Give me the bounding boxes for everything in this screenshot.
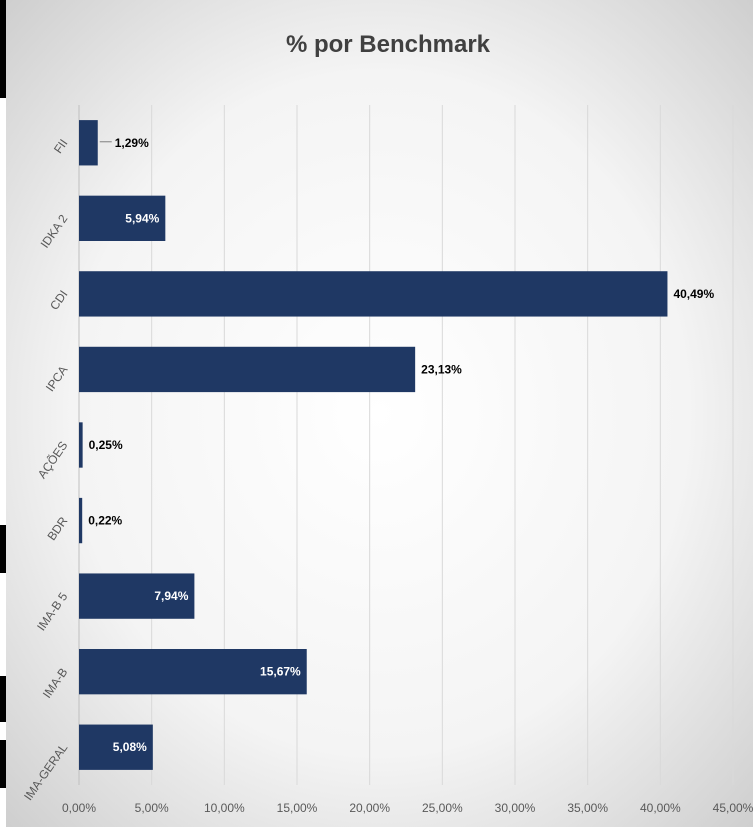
bar — [79, 120, 98, 166]
left-edge-strip — [0, 0, 6, 98]
data-label: 0,22% — [88, 514, 122, 528]
bar — [79, 422, 83, 468]
bar — [79, 195, 166, 241]
bar — [79, 497, 83, 544]
data-label: 5,08% — [113, 740, 147, 754]
x-tick-label: 25,00% — [422, 801, 463, 815]
x-tick-label: 5,00% — [135, 801, 169, 815]
data-labels: 1,29% 5,94% 40,49% 23,13% 0,25% 0,22% 7,94% 15,… — [88, 136, 714, 754]
bar — [79, 271, 668, 317]
x-tick-label: 45,00% — [713, 801, 753, 815]
x-tick-label: 15,00% — [277, 801, 318, 815]
left-edge-strip — [0, 676, 6, 722]
bar — [79, 649, 307, 695]
data-label: 40,49% — [673, 287, 714, 301]
chart-background — [6, 0, 753, 827]
bars — [79, 120, 668, 770]
x-tick-labels: 0,00% 5,00% 10,00% 15,00% 20,00% 25,00% 30,00%… — [62, 801, 753, 815]
category-label: FII — [51, 136, 70, 155]
x-tick-label: 35,00% — [567, 801, 608, 815]
x-tick-label: 0,00% — [62, 801, 96, 815]
left-edge-strip — [0, 740, 6, 788]
bar — [79, 724, 153, 770]
data-label: 1,29% — [115, 136, 149, 150]
x-tick-label: 40,00% — [640, 801, 681, 815]
x-tick-label: 30,00% — [495, 801, 536, 815]
bar — [79, 573, 195, 619]
bar — [79, 346, 416, 393]
data-label: 23,13% — [421, 362, 462, 376]
data-label: 15,67% — [260, 665, 301, 679]
data-label: 7,94% — [154, 589, 188, 603]
chart-title: % por Benchmark — [286, 31, 491, 58]
left-edge-strip — [0, 525, 6, 573]
data-label: 0,25% — [89, 438, 123, 452]
x-tick-label: 20,00% — [349, 801, 390, 815]
data-label: 5,94% — [125, 211, 159, 225]
x-tick-label: 10,00% — [204, 801, 245, 815]
